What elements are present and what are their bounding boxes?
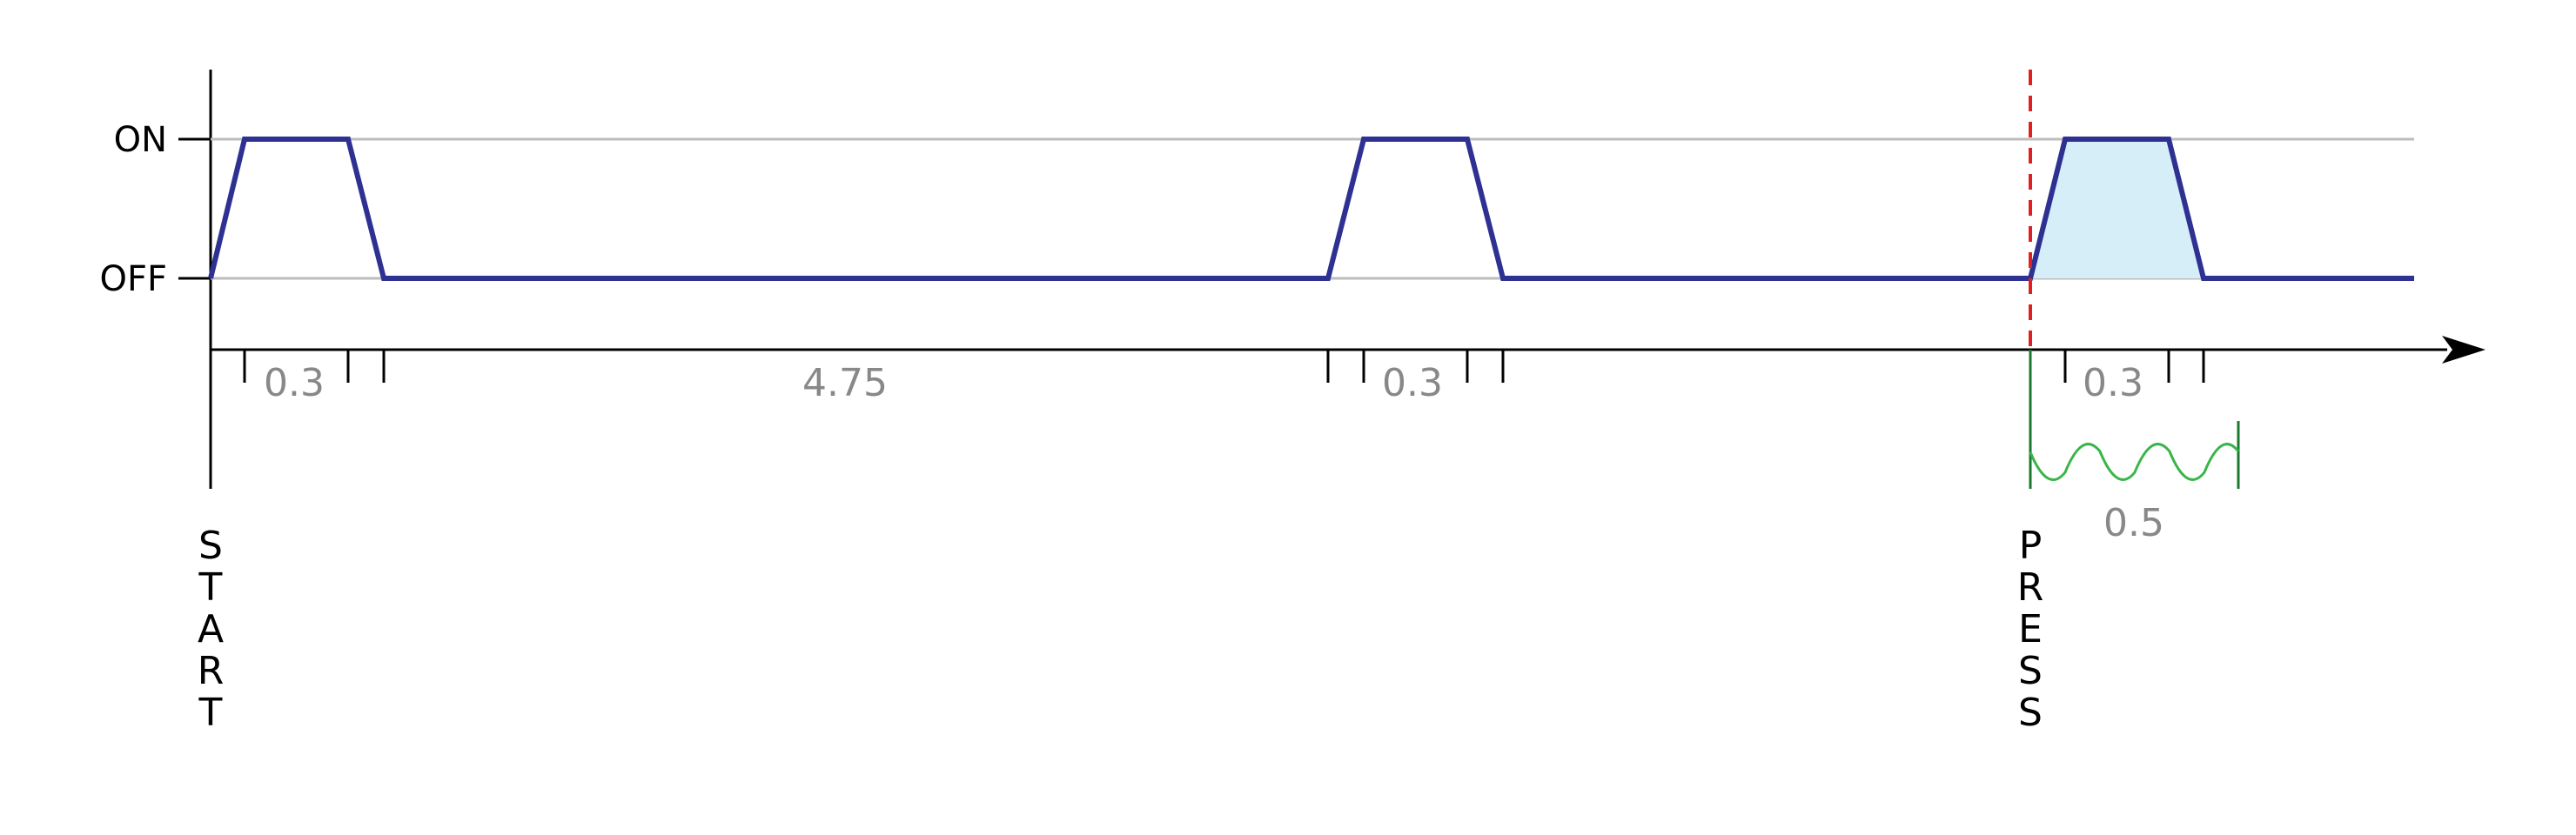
- press-label-s2: S: [2018, 691, 2043, 735]
- debounce-duration-label: 0.5: [2103, 501, 2164, 545]
- start-label-t2: T: [198, 691, 223, 735]
- press-label-r: R: [2017, 565, 2044, 610]
- gap-duration-label: 4.75: [802, 361, 888, 405]
- press-label-p: P: [2019, 524, 2043, 568]
- start-label-a: A: [198, 607, 224, 651]
- start-label-s: S: [198, 524, 223, 568]
- on-level-label: ON: [114, 120, 167, 160]
- pulse-1-duration-label: 0.3: [264, 361, 325, 405]
- off-level-label: OFF: [100, 259, 168, 299]
- pulse-2-duration-label: 0.3: [1382, 361, 1443, 405]
- signal-waveform: [208, 137, 2414, 281]
- start-label-r: R: [198, 649, 225, 693]
- duration-ticks: [243, 350, 2205, 383]
- debounce-wave: [2029, 443, 2240, 482]
- start-label-t: T: [198, 565, 223, 610]
- press-label-e: E: [2018, 607, 2043, 651]
- active-pulse-highlight: [2030, 139, 2204, 278]
- press-label-s: S: [2018, 649, 2043, 693]
- time-axis-arrow: [2442, 336, 2485, 364]
- pulse-3-duration-label: 0.3: [2083, 361, 2143, 405]
